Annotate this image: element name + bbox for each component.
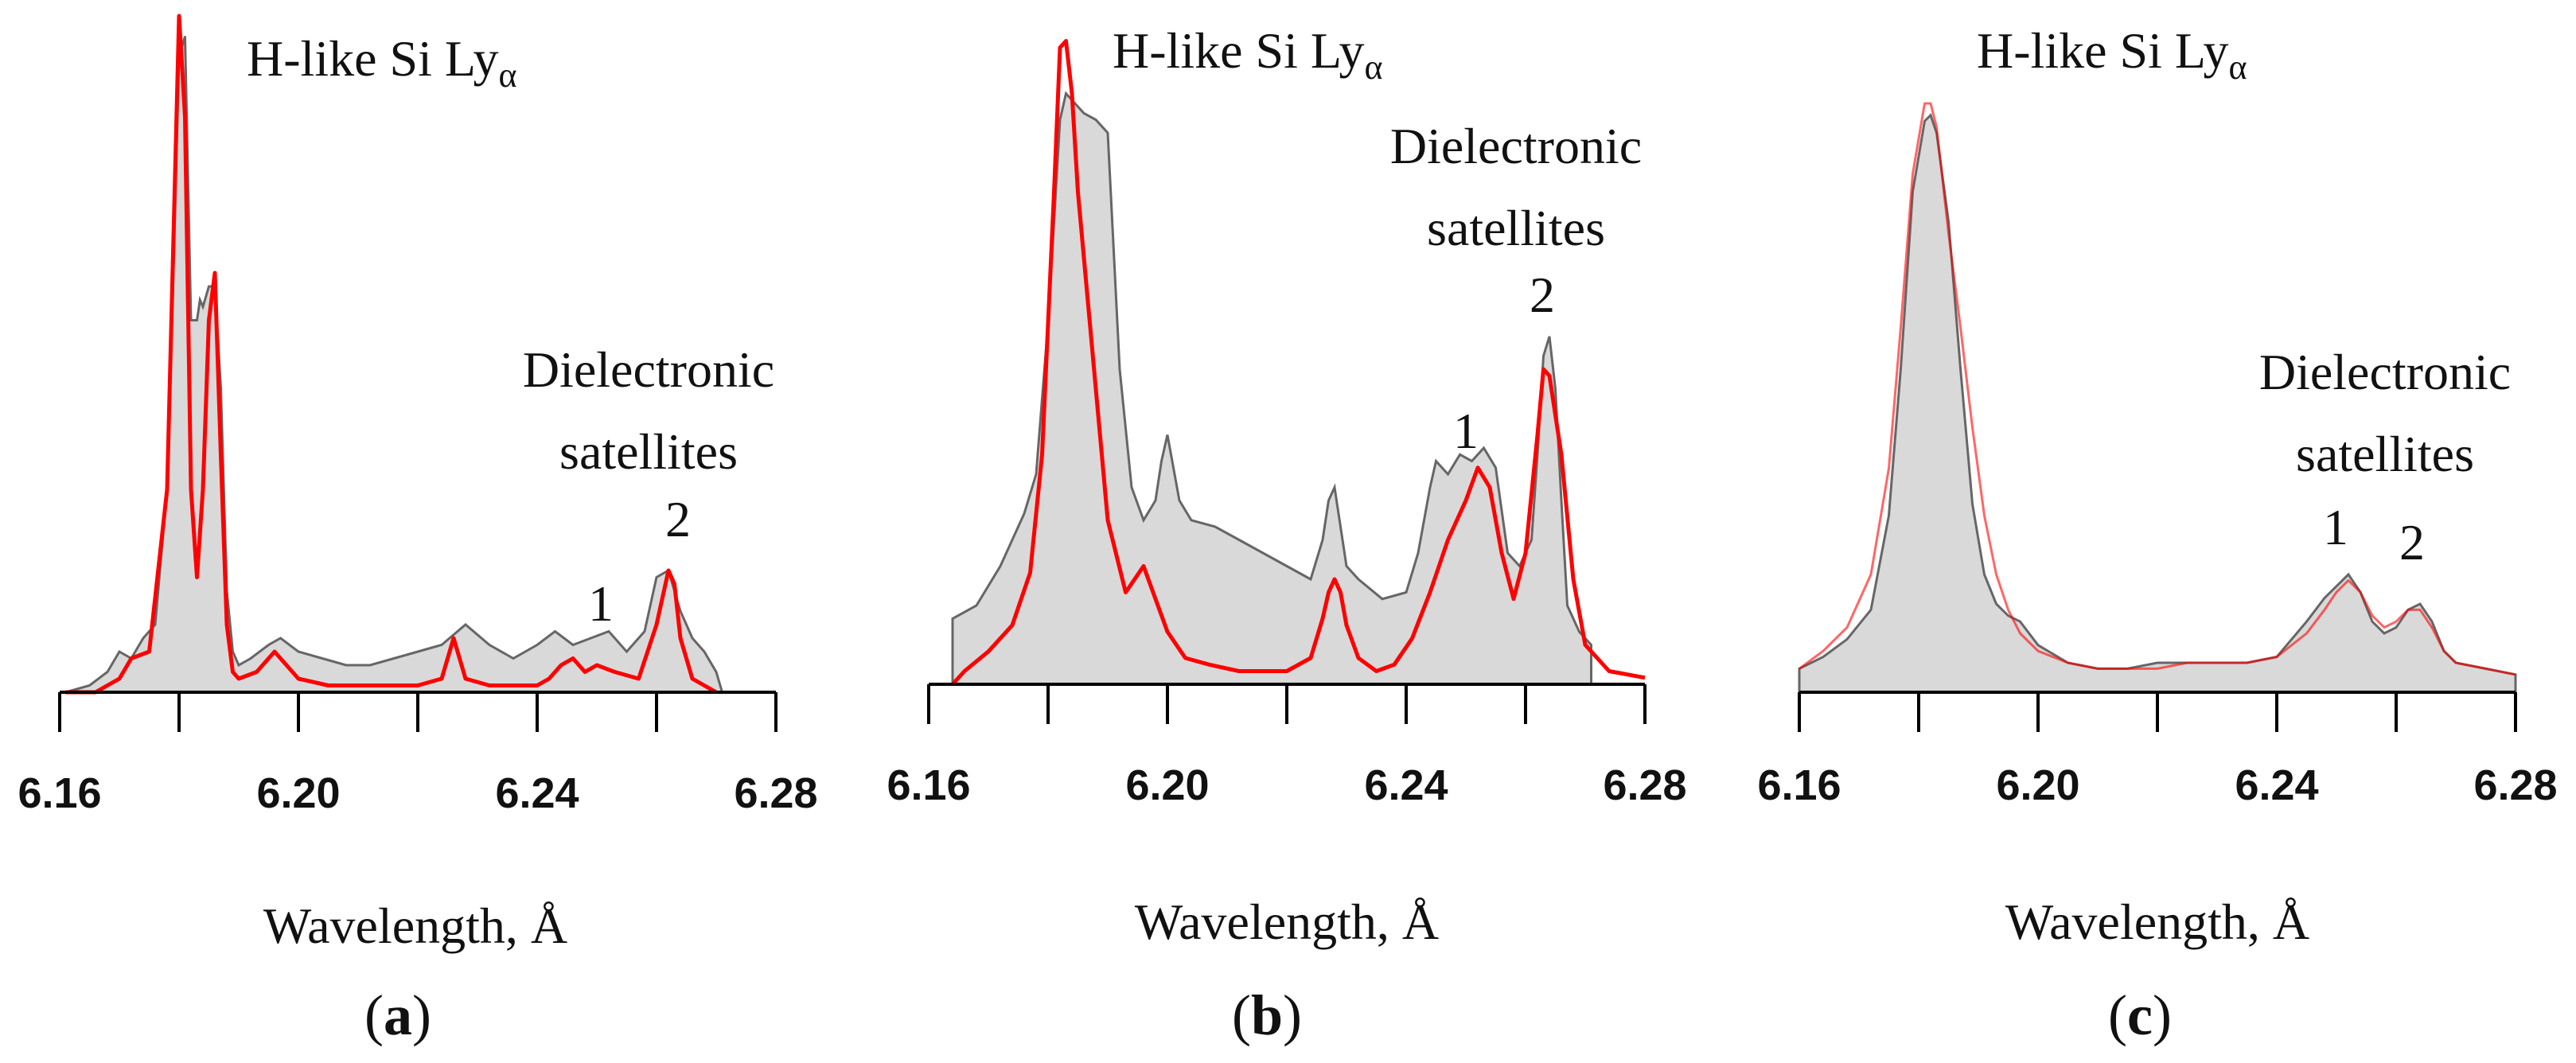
panel-c-x-tick-label: 6.28 [2473, 761, 2557, 809]
panel-a-title: H-like Si Lyα [247, 30, 517, 95]
panel-a-annotation-line-2: satellites [559, 423, 738, 480]
panel-b-satellite-2-label: 2 [1530, 267, 1555, 323]
panel-a-x-tick-label: 6.24 [495, 769, 579, 817]
panel-c-x-tick-label: 6.16 [1757, 761, 1841, 809]
panel-c-x-tick-label: 6.20 [1996, 761, 2079, 809]
panel-b-xlabel: Wavelength, Å [1135, 894, 1439, 950]
panel-b-annotation-line-2: satellites [1427, 200, 1605, 256]
panel-a-x-tick-label: 6.28 [734, 769, 817, 817]
panel-c-xlabel: Wavelength, Å [2005, 894, 2309, 950]
panel-b-calculated-spectrum [951, 39, 1646, 686]
panel-a: 6.16 6.20 6.24 6.28 H-like Si Lyα Dielectro… [18, 14, 818, 1047]
panel-c-plot-area [1798, 102, 2517, 692]
panel-a-calculated-spectrum [65, 14, 718, 695]
panel-c-label: (c) [2108, 983, 2172, 1047]
panel-b-label: (b) [1232, 983, 1302, 1047]
panel-c-ticks: 6.16 6.20 6.24 6.28 [1757, 691, 2558, 809]
panel-b-x-tick-label: 6.24 [1364, 761, 1448, 809]
panel-b: 6.16 6.20 6.24 6.28 H-like Si Lyα Dielectro… [887, 22, 1686, 1047]
panel-b-title: H-like Si Lyα [1113, 22, 1383, 87]
panel-b-ticks: 6.16 6.20 6.24 6.28 [887, 683, 1687, 809]
panel-b-annotation-line-1: Dielectronic [1390, 118, 1642, 174]
panel-c-annotation-line-1: Dielectronic [2259, 344, 2511, 400]
panel-c-title: H-like Si Lyα [1977, 22, 2247, 87]
panel-b-x-tick-label: 6.20 [1125, 761, 1209, 809]
panel-b-x-tick-label: 6.28 [1603, 761, 1686, 809]
panel-a-x-tick-label: 6.16 [18, 769, 101, 817]
panel-c-annotation-line-2: satellites [2296, 426, 2474, 482]
panel-b-satellite-1-label: 1 [1453, 403, 1479, 459]
panel-a-ticks: 6.16 6.20 6.24 6.28 [18, 691, 818, 817]
panel-b-plot-area [951, 39, 1646, 686]
panel-c-experimental-spectrum [1798, 113, 2517, 692]
panel-b-experimental-spectrum [951, 91, 1592, 684]
panel-c-calculated-spectrum [1799, 102, 2516, 676]
panel-a-annotation-line-1: Dielectronic [523, 341, 774, 398]
panel-c-x-tick-label: 6.24 [2235, 761, 2318, 809]
panel-c: 6.16 6.20 6.24 6.28 H-like Si Lyα Dielectro… [1757, 22, 2557, 1047]
panel-a-label: (a) [364, 983, 431, 1047]
panel-b-x-tick-label: 6.16 [887, 761, 970, 809]
panel-c-satellite-1-label: 1 [2323, 499, 2348, 555]
panel-a-xlabel: Wavelength, Å [263, 898, 567, 954]
panel-c-satellite-2-label: 2 [2399, 514, 2425, 570]
panel-a-plot-area [65, 14, 723, 695]
panel-a-satellite-2-label: 2 [665, 491, 691, 547]
panel-a-x-tick-label: 6.20 [256, 769, 340, 817]
panel-a-satellite-1-label: 1 [588, 575, 614, 632]
